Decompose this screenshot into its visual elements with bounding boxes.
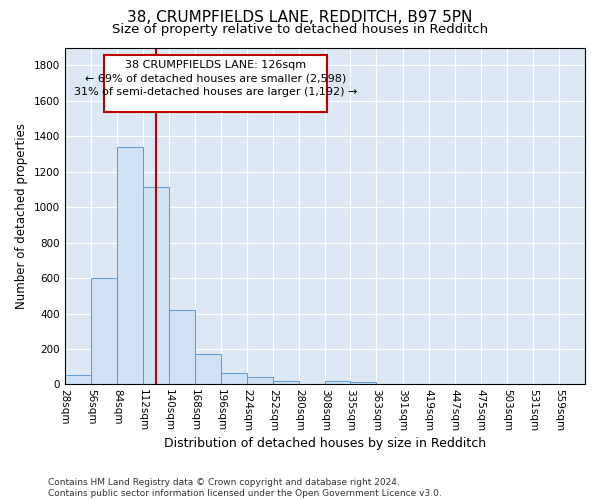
Text: 38 CRUMPFIELDS LANE: 126sqm: 38 CRUMPFIELDS LANE: 126sqm	[125, 60, 306, 70]
Text: Size of property relative to detached houses in Redditch: Size of property relative to detached ho…	[112, 22, 488, 36]
Bar	[221, 373, 247, 384]
Text: Contains HM Land Registry data © Crown copyright and database right 2024.
Contai: Contains HM Land Registry data © Crown c…	[48, 478, 442, 498]
Text: 31% of semi-detached houses are larger (1,192) →: 31% of semi-detached houses are larger (…	[74, 87, 357, 97]
Bar	[195, 354, 221, 384]
Bar	[169, 310, 195, 384]
Bar	[65, 374, 91, 384]
Text: 38, CRUMPFIELDS LANE, REDDITCH, B97 5PN: 38, CRUMPFIELDS LANE, REDDITCH, B97 5PN	[127, 10, 473, 25]
Bar	[273, 381, 299, 384]
Bar	[91, 278, 117, 384]
Bar	[350, 382, 376, 384]
Bar	[247, 378, 273, 384]
Bar	[117, 147, 143, 384]
Text: ← 69% of detached houses are smaller (2,598): ← 69% of detached houses are smaller (2,…	[85, 74, 346, 84]
Y-axis label: Number of detached properties: Number of detached properties	[15, 123, 28, 309]
Bar	[325, 381, 350, 384]
X-axis label: Distribution of detached houses by size in Redditch: Distribution of detached houses by size …	[164, 437, 486, 450]
FancyBboxPatch shape	[104, 56, 327, 112]
Bar	[143, 186, 169, 384]
